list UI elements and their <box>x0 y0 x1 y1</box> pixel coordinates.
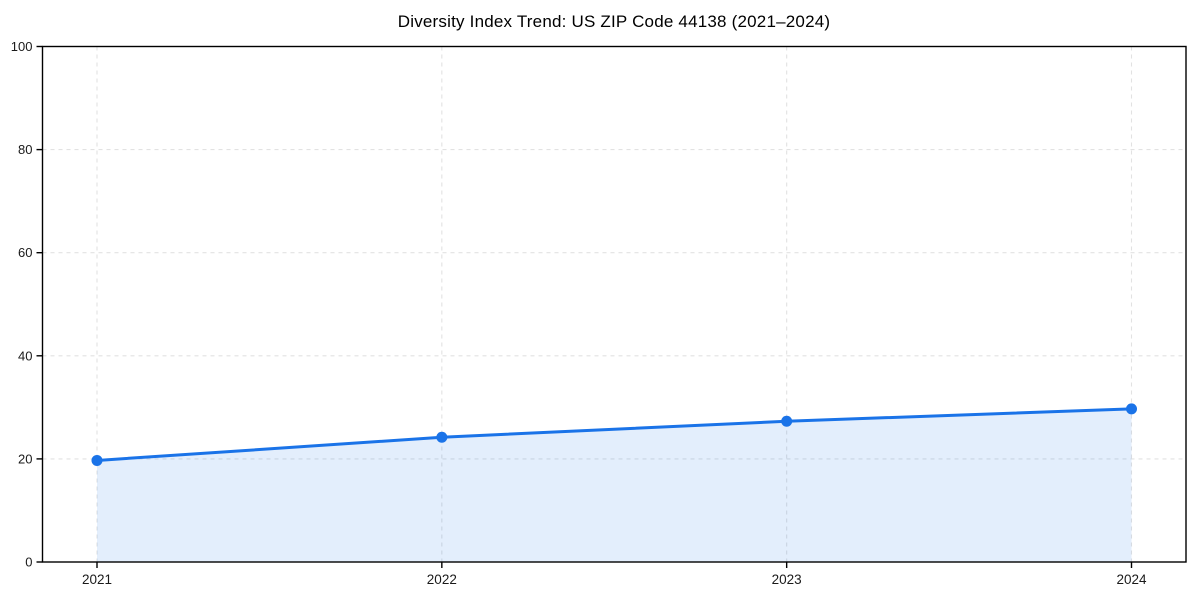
data-point-2022 <box>436 431 448 443</box>
x-tick-label: 2021 <box>82 572 112 587</box>
y-tick-label: 20 <box>18 451 32 466</box>
data-point-2023 <box>781 415 793 427</box>
y-tick-label: 60 <box>18 245 32 260</box>
data-point-2024 <box>1126 403 1137 415</box>
area-fill <box>97 408 1132 562</box>
trend-line <box>95 407 1133 462</box>
plot-border <box>41 45 1187 563</box>
data-point-2021 <box>91 454 103 466</box>
y-tick-label: 40 <box>18 348 32 363</box>
x-tick-label: 2023 <box>772 572 802 587</box>
x-tick-label: 2022 <box>427 572 457 587</box>
x-tick-label: 2024 <box>1116 572 1147 587</box>
chart-title: Diversity Index Trend: US ZIP Code 44138… <box>397 12 831 31</box>
y-tick-label: 100 <box>11 39 33 54</box>
y-tick-label: 80 <box>18 142 32 157</box>
y-tick-label: 0 <box>25 555 32 570</box>
